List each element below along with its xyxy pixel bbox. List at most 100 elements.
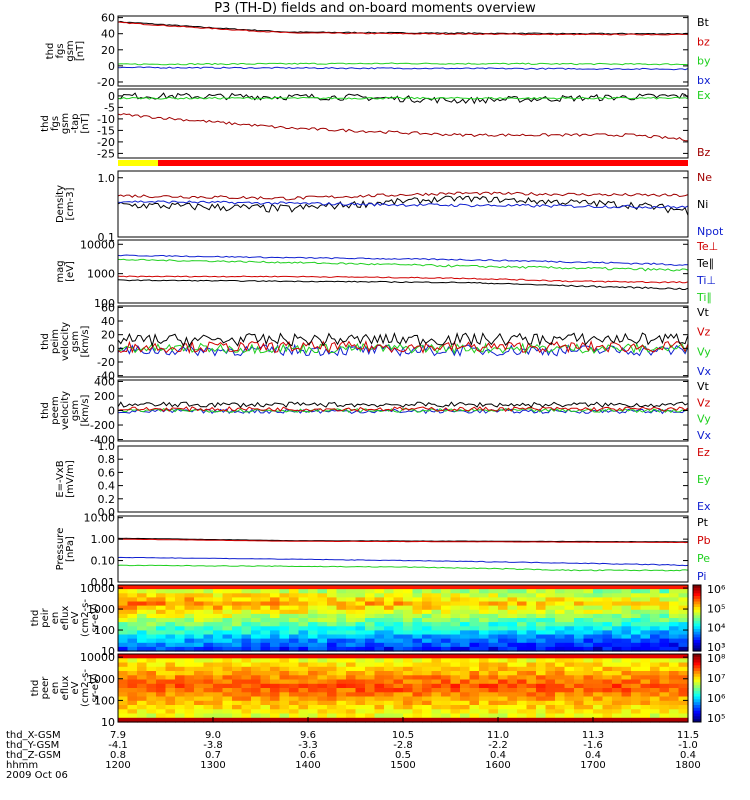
spectrogram-cell	[308, 717, 319, 723]
spectrogram-cell	[118, 626, 129, 631]
spectrogram-cell	[574, 717, 585, 723]
spectrogram-cell	[146, 638, 157, 644]
spectrogram-cell	[422, 609, 433, 615]
spectrogram-cell	[640, 642, 651, 648]
spectrogram-cell	[346, 626, 357, 631]
spectrogram-cell	[127, 662, 138, 668]
spectrogram-cell	[384, 666, 395, 672]
spectrogram-cell	[260, 709, 271, 715]
spectrogram-cell	[165, 622, 176, 627]
spectrogram-cell	[526, 622, 537, 627]
spectrogram-cell	[355, 696, 366, 702]
spectrogram-cell	[137, 679, 148, 685]
spectrogram-cell	[602, 683, 613, 689]
spectrogram-cell	[507, 683, 518, 689]
spectrogram-cell	[498, 626, 509, 631]
spectrogram-cell	[488, 646, 499, 652]
spectrogram-cell	[327, 717, 338, 723]
spectrogram-cell	[194, 642, 205, 648]
spectrogram-cell	[631, 618, 642, 623]
spectrogram-cell	[659, 613, 670, 619]
spectrogram-cell	[422, 597, 433, 603]
y-tick-label: 40	[101, 315, 115, 328]
spectrogram-cell	[308, 642, 319, 648]
spectrogram-cell	[289, 622, 300, 627]
spectrogram-cell	[659, 597, 670, 603]
spectrogram-cell	[175, 613, 186, 619]
spectrogram-cell	[574, 675, 585, 681]
spectrogram-cell	[469, 696, 480, 702]
spectrogram-cell	[365, 658, 376, 664]
spectrogram-cell	[517, 683, 528, 689]
spectrogram-cell	[260, 671, 271, 676]
spectrogram-cell	[327, 646, 338, 652]
spectrogram-cell	[536, 642, 547, 648]
y-tick-label: -400	[90, 434, 115, 447]
spectrogram-cell	[118, 675, 129, 681]
colorbar-label: 10³	[707, 641, 725, 654]
spectrogram-cell	[393, 618, 404, 623]
spectrogram-cell	[184, 671, 195, 676]
spectrogram-cell	[298, 626, 309, 631]
spectrogram-cell	[260, 662, 271, 668]
spectrogram-cell	[669, 658, 680, 664]
spectrogram-cell	[536, 666, 547, 672]
spectrogram-cell	[289, 717, 300, 723]
spectrogram-cell	[184, 593, 195, 598]
spectrogram-cell	[564, 671, 575, 676]
spectrogram-cell	[203, 654, 214, 659]
spectrogram-cell	[213, 692, 224, 698]
spectrogram-cell	[270, 671, 281, 676]
colorbar-segment	[693, 719, 701, 723]
spectrogram-cell	[393, 713, 404, 719]
spectrogram-cell	[612, 622, 623, 627]
spectrogram-cell	[355, 609, 366, 615]
spectrogram-cell	[545, 585, 556, 590]
spectrogram-cell	[450, 613, 461, 619]
spectrogram-cell	[517, 692, 528, 698]
spectrogram-cell	[536, 630, 547, 636]
spectrogram-cell	[327, 696, 338, 702]
spectrogram-cell	[403, 634, 414, 640]
y-axis-label: peer	[40, 676, 51, 700]
spectrogram-cell	[156, 618, 167, 623]
spectrogram-cell	[270, 634, 281, 640]
spectrogram-cell	[422, 709, 433, 715]
spectrogram-cell	[659, 654, 670, 659]
spectrogram-cell	[441, 638, 452, 644]
spectrogram-cell	[270, 618, 281, 623]
spectrogram-cell	[678, 705, 689, 710]
spectrogram-cell	[669, 585, 680, 590]
spectrogram-cell	[365, 713, 376, 719]
spectrogram-cell	[422, 634, 433, 640]
spectrogram-cell	[184, 683, 195, 689]
x-axis-value: 1200	[105, 760, 130, 771]
spectrogram-cell	[422, 585, 433, 590]
spectrogram-cell	[260, 679, 271, 685]
spectrogram-cell	[203, 630, 214, 636]
spectrogram-cell	[384, 675, 395, 681]
spectrogram-cell	[127, 609, 138, 615]
x-axis-value: -4.1	[108, 740, 128, 751]
x-axis-value: -2.2	[488, 740, 508, 751]
spectrogram-cell	[640, 601, 651, 607]
y-tick-label: 0	[108, 60, 115, 73]
spectrogram-cell	[669, 675, 680, 681]
spectrogram-cell	[602, 662, 613, 668]
spectrogram-cell	[175, 679, 186, 685]
spectrogram-cell	[612, 705, 623, 710]
spectrogram-cell	[422, 696, 433, 702]
spectrogram-cell	[260, 601, 271, 607]
colorbar-label: 10⁸	[707, 652, 726, 665]
spectrogram-cell	[536, 679, 547, 685]
colorbar-label: 10⁶	[707, 583, 726, 596]
spectrogram-cell	[165, 692, 176, 698]
spectrogram-cell	[194, 609, 205, 615]
spectrogram-cell	[460, 630, 471, 636]
spectrogram-cell	[517, 605, 528, 611]
spectrogram-cell	[222, 642, 233, 648]
y-axis-label: [km/s]	[80, 325, 91, 357]
spectrogram-cell	[631, 630, 642, 636]
spectrogram-cell	[498, 658, 509, 664]
x-axis-value: 0.4	[585, 750, 601, 761]
